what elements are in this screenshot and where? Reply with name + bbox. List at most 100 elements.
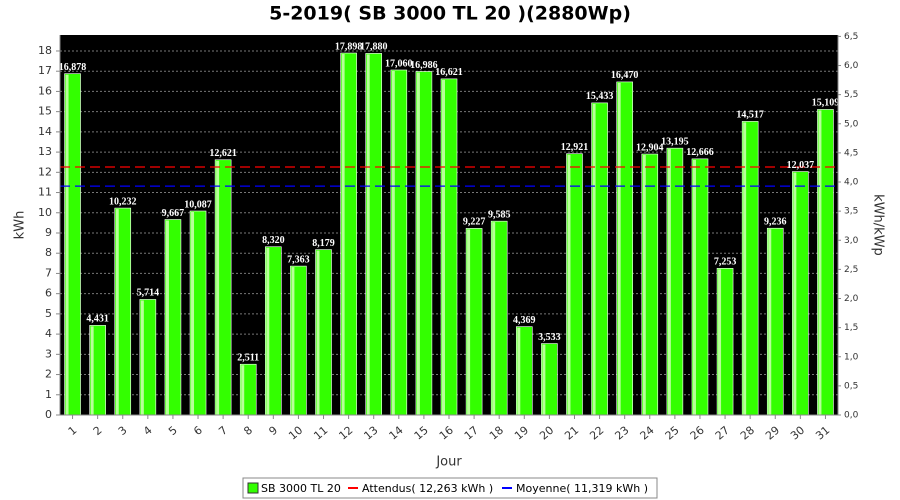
bar-highlight — [718, 269, 722, 415]
y2-tick-label: 0,0 — [844, 411, 859, 421]
bar-highlight — [316, 250, 320, 415]
value-label: 9,585 — [488, 209, 511, 220]
x-tick-label: 3 — [116, 424, 130, 438]
x-tick-label: 18 — [487, 424, 506, 443]
x-tick-label: 24 — [638, 424, 657, 443]
value-label: 7,253 — [714, 257, 737, 268]
x-tick-label: 7 — [216, 424, 230, 438]
x-tick-label: 8 — [241, 424, 255, 438]
y2-tick-label: 4,0 — [844, 178, 859, 188]
x-tick-label: 5 — [166, 424, 180, 438]
x-tick-label: 28 — [738, 424, 757, 443]
x-tick-label: 27 — [713, 424, 732, 443]
x-tick-label: 11 — [311, 424, 330, 443]
bar-highlight — [592, 103, 596, 415]
value-label: 12,666 — [686, 147, 714, 158]
x-tick-label: 14 — [387, 424, 406, 443]
x-tick-label: 16 — [437, 424, 456, 443]
bar-highlight — [442, 79, 445, 416]
bar-highlight — [341, 54, 345, 416]
y-tick-label: 0 — [45, 408, 52, 421]
x-tick-label: 15 — [412, 424, 431, 443]
legend-swatch — [247, 482, 259, 494]
y-tick-label: 8 — [45, 246, 52, 259]
x-tick-label: 22 — [587, 424, 606, 443]
y-tick-label: 5 — [45, 307, 52, 320]
y-tick-label: 18 — [38, 44, 52, 57]
y-tick-label: 2 — [45, 368, 52, 381]
y2-tick-label: 2,5 — [844, 265, 858, 275]
value-label: 8,320 — [262, 235, 285, 246]
bar-highlight — [241, 365, 245, 415]
y-tick-label: 13 — [38, 145, 52, 158]
x-tick-label: 21 — [562, 424, 581, 443]
x-tick-label: 9 — [266, 424, 280, 438]
value-label: 4,431 — [86, 314, 109, 325]
x-tick-label: 29 — [763, 424, 782, 443]
value-label: 17,898 — [335, 41, 363, 52]
y-tick-label: 12 — [38, 165, 52, 178]
y2-tick-label: 2,0 — [844, 294, 859, 304]
value-label: 14,517 — [736, 110, 764, 121]
x-tick-label: 23 — [612, 424, 631, 443]
bar-highlight — [467, 229, 471, 415]
x-tick-label: 2 — [91, 424, 105, 438]
y2-tick-label: 6,0 — [844, 61, 859, 71]
bar-highlight — [266, 247, 270, 415]
x-tick-label: 10 — [286, 424, 305, 443]
y2-tick-label: 3,0 — [844, 236, 859, 246]
value-label: 12,037 — [787, 160, 815, 171]
y-tick-label: 17 — [38, 64, 52, 77]
y2-tick-label: 6,5 — [844, 32, 858, 42]
value-label: 5,714 — [137, 288, 160, 299]
bar-highlight — [542, 344, 546, 415]
bar-highlight — [140, 300, 144, 415]
y2-tick-label: 0,5 — [844, 381, 858, 391]
value-label: 16,621 — [435, 67, 463, 78]
bar-highlight — [115, 209, 119, 415]
value-label: 12,621 — [209, 148, 237, 159]
bar-highlight — [567, 154, 571, 415]
value-label: 4,369 — [513, 315, 536, 326]
bar-highlight — [90, 326, 94, 415]
x-tick-label: 12 — [336, 424, 355, 443]
chart-title: 5-2019( SB 3000 TL 20 )(2880Wp) — [269, 3, 631, 25]
y-axis-label: kWh — [13, 211, 28, 240]
y-tick-label: 6 — [45, 287, 52, 300]
y-tick-label: 10 — [38, 206, 52, 219]
legend-label: SB 3000 TL 20 — [261, 482, 341, 495]
bar-highlight — [667, 149, 671, 415]
value-label: 16,470 — [611, 70, 639, 81]
y-tick-label: 16 — [38, 84, 52, 97]
y2-tick-label: 5,0 — [844, 119, 859, 129]
y2-tick-label: 1,5 — [844, 323, 858, 333]
bar-highlight — [165, 220, 169, 415]
value-label: 12,904 — [636, 142, 664, 153]
value-label: 16,986 — [410, 60, 438, 71]
x-tick-label: 31 — [813, 424, 832, 443]
value-label: 13,195 — [661, 136, 689, 147]
legend-label: Attendus( 12,263 kWh ) — [362, 482, 493, 495]
x-tick-label: 20 — [537, 424, 556, 443]
value-label: 15,109 — [812, 98, 840, 109]
value-label: 7,363 — [287, 254, 310, 265]
y2-tick-label: 4,5 — [844, 148, 858, 158]
bar-highlight — [517, 327, 521, 415]
x-tick-label: 17 — [462, 424, 481, 443]
y-tick-label: 7 — [45, 266, 52, 279]
bar-highlight — [416, 72, 420, 415]
value-label: 16,878 — [59, 62, 87, 73]
value-label: 15,433 — [586, 91, 614, 102]
bar-highlight — [743, 122, 747, 416]
bar-highlight — [65, 74, 69, 416]
y-tick-label: 3 — [45, 347, 52, 360]
bar-highlight — [492, 222, 496, 415]
value-label: 3,533 — [538, 332, 561, 343]
x-axis-label: Jour — [435, 455, 462, 470]
x-tick-label: 6 — [191, 424, 205, 438]
bar-highlight — [818, 110, 822, 416]
bar-highlight — [191, 212, 195, 415]
y-tick-label: 1 — [45, 388, 52, 401]
y2-tick-label: 1,0 — [844, 352, 859, 362]
